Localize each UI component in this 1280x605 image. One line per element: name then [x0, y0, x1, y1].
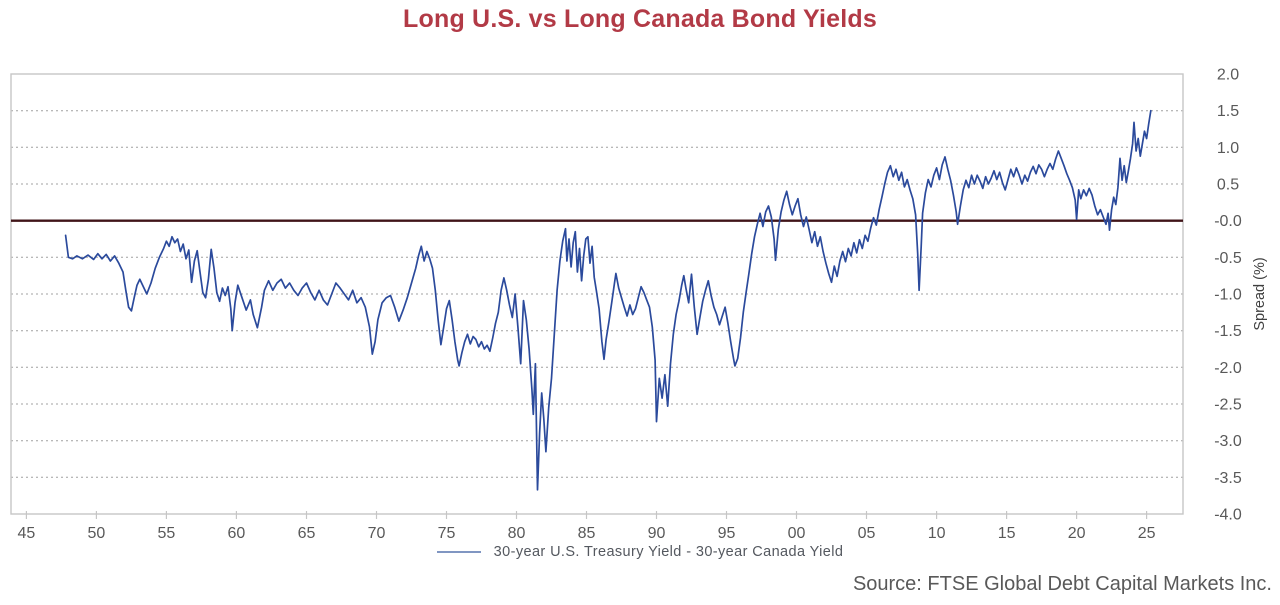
x-tick-label: 95 — [718, 525, 736, 538]
x-tick-label: 80 — [508, 525, 526, 538]
x-tick-label: 60 — [228, 525, 246, 538]
y-tick-label: 1.5 — [1217, 103, 1239, 120]
x-tick-label: 90 — [648, 525, 666, 538]
y-tick-label: -2.0 — [1214, 360, 1242, 377]
x-tick-label: 50 — [88, 525, 106, 538]
series-line — [64, 109, 1152, 491]
y-tick-label: 0.5 — [1217, 177, 1239, 194]
spread-chart-plot: 45 50 55 60 65 70 75 80 85 90 95 00 05 10 15 20 25 2.0 1.5… — [10, 67, 1268, 538]
x-tick-label: 45 — [18, 525, 36, 538]
x-tick-label: 20 — [1068, 525, 1086, 538]
x-tick-label: 70 — [368, 525, 386, 538]
y-tick-label: -4.0 — [1214, 507, 1242, 524]
x-tick-label: 75 — [438, 525, 456, 538]
source-note: Source: FTSE Global Debt Capital Markets… — [852, 573, 1272, 595]
plot-frame — [10, 73, 1184, 515]
legend: 30-year U.S. Treasury Yield - 30-year Ca… — [0, 544, 1280, 560]
y-tick-label: -2.5 — [1214, 397, 1242, 414]
y-tick-label: -1.0 — [1214, 287, 1242, 304]
y-tick-label: 2.0 — [1217, 67, 1239, 84]
page-title: Long U.S. vs Long Canada Bond Yields — [403, 5, 877, 33]
legend-line-swatch — [436, 551, 481, 553]
y-tick-label: 1.0 — [1217, 140, 1239, 157]
x-tick-label: 10 — [928, 525, 946, 538]
x-tick-label: 65 — [298, 525, 316, 538]
y-tick-label: -3.5 — [1214, 470, 1242, 487]
x-tick-label: 05 — [858, 525, 876, 538]
y-tick-label: -0.5 — [1214, 250, 1242, 267]
y-tick-label: -3.0 — [1214, 433, 1242, 450]
y-axis-title: Spread (%) — [1252, 257, 1268, 330]
x-tick-label: 85 — [578, 525, 596, 538]
x-tick-label: 55 — [158, 525, 176, 538]
x-tick-label: 25 — [1138, 525, 1156, 538]
legend-label: 30-year U.S. Treasury Yield - 30-year Ca… — [493, 544, 844, 560]
x-tick-label: 00 — [788, 525, 806, 538]
y-tick-label: -0.0 — [1214, 213, 1242, 230]
x-tick-label: 15 — [998, 525, 1016, 538]
y-tick-label: -1.5 — [1214, 323, 1242, 340]
